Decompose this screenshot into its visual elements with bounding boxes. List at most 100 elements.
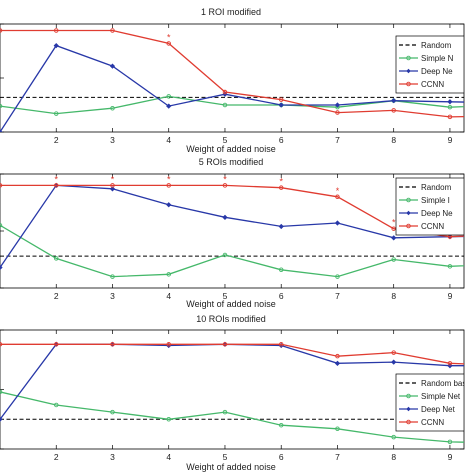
data-point xyxy=(0,389,3,395)
data-point xyxy=(278,185,284,190)
chart-title: 10 ROIs modified xyxy=(196,314,266,324)
x-tick-label: 9 xyxy=(448,452,453,462)
data-point xyxy=(166,94,171,99)
significance-star: * xyxy=(223,174,227,184)
data-point xyxy=(166,342,171,347)
chart-title: 5 ROIs modified xyxy=(199,157,264,167)
x-tick-label: 7 xyxy=(335,135,340,145)
data-point xyxy=(0,264,3,271)
data-point xyxy=(447,114,453,120)
legend: Random Simple N Deep Ne CCNN xyxy=(395,35,464,94)
plot-frame xyxy=(0,23,465,133)
x-tick-label: 5 xyxy=(223,452,228,462)
plot-frame xyxy=(0,329,465,450)
x-tick-label: 9 xyxy=(448,291,453,301)
data-point xyxy=(335,353,340,359)
x-tick-label: 8 xyxy=(391,135,396,145)
series-group: ******** xyxy=(0,174,464,279)
legend-marker xyxy=(406,68,411,74)
data-point xyxy=(0,223,3,228)
data-point xyxy=(278,223,284,230)
legend-marker xyxy=(406,81,411,87)
legend-label: Random xyxy=(421,183,452,192)
data-point xyxy=(278,422,284,428)
series-line-simple-net xyxy=(0,391,464,443)
data-point xyxy=(447,264,453,269)
x-axis-label: Weight of added noise xyxy=(186,144,275,154)
data-point xyxy=(391,98,397,104)
data-point xyxy=(335,426,340,432)
data-point xyxy=(110,342,115,347)
data-point xyxy=(53,42,59,49)
data-point xyxy=(278,267,284,273)
data-point xyxy=(109,186,116,192)
legend-marker xyxy=(406,210,411,216)
panel-1: 1 ROI modified 2 3 4 5 6 7 8 9 Weight of added no… xyxy=(0,7,465,154)
data-point xyxy=(53,342,59,347)
data-point xyxy=(166,103,172,109)
x-axis-label: Weight of added noise xyxy=(186,299,275,309)
legend-marker xyxy=(406,406,411,412)
data-point xyxy=(222,409,228,415)
significance-star: * xyxy=(167,174,171,184)
significance-star: * xyxy=(279,177,283,187)
legend-label: Random xyxy=(421,41,452,50)
data-point xyxy=(222,102,228,108)
data-point xyxy=(391,359,397,365)
legend-label: Simple N xyxy=(421,54,454,63)
significance-star: * xyxy=(336,186,340,196)
data-point xyxy=(109,63,116,69)
series-group xyxy=(0,341,464,445)
data-point xyxy=(278,102,284,108)
panel-3: 10 ROIs modified 2 3 4 5 6 7 8 9 Weight of added … xyxy=(0,314,465,472)
x-tick-label: 7 xyxy=(335,452,340,462)
x-tick-label: 4 xyxy=(166,452,171,462)
data-point xyxy=(110,274,115,279)
data-point xyxy=(447,99,453,105)
data-point xyxy=(391,257,396,262)
data-point xyxy=(335,274,340,279)
data-point xyxy=(166,41,171,46)
data-point xyxy=(222,214,228,220)
data-point xyxy=(334,360,341,366)
data-point xyxy=(447,361,453,366)
series-line-deep-net xyxy=(0,184,464,268)
x-tick-label: 4 xyxy=(166,291,171,301)
panel-2: 5 ROIs modified 2 3 4 5 6 7 8 9 Weight of added n… xyxy=(0,157,465,309)
x-tick-label: 3 xyxy=(110,135,115,145)
data-point xyxy=(53,111,59,116)
data-point xyxy=(222,252,228,258)
data-point xyxy=(278,97,284,102)
data-point xyxy=(222,342,228,347)
legend: Random Simple I Deep Ne CCNN xyxy=(395,177,464,236)
x-tick-label: 6 xyxy=(279,135,284,145)
data-point xyxy=(53,256,59,261)
significance-star: * xyxy=(167,32,171,42)
legend: Random basel Simple Net Deep Net CCNN xyxy=(395,373,464,432)
data-point xyxy=(110,409,115,415)
plot-frame xyxy=(0,173,465,289)
data-point xyxy=(166,183,171,188)
data-point xyxy=(222,89,228,95)
x-tick-label: 3 xyxy=(110,291,115,301)
data-point xyxy=(391,226,396,231)
data-point xyxy=(391,434,396,440)
data-point xyxy=(0,183,3,188)
legend-label: Deep Ne xyxy=(421,67,453,76)
legend-label: CCNN xyxy=(421,80,444,89)
data-point xyxy=(391,108,396,113)
x-tick-label: 5 xyxy=(223,135,228,145)
x-axis-label: Weight of added noise xyxy=(186,462,275,472)
data-point xyxy=(334,102,341,108)
series-line-ccnn xyxy=(0,343,464,365)
x-tick-label: 5 xyxy=(223,291,228,301)
data-point xyxy=(334,220,341,226)
x-tick-label: 6 xyxy=(279,452,284,462)
significance-star: * xyxy=(392,218,396,228)
chart-title: 1 ROI modified xyxy=(201,7,261,17)
data-point xyxy=(110,183,115,188)
data-point xyxy=(391,350,396,355)
data-point xyxy=(391,235,397,241)
legend-marker xyxy=(406,223,411,229)
